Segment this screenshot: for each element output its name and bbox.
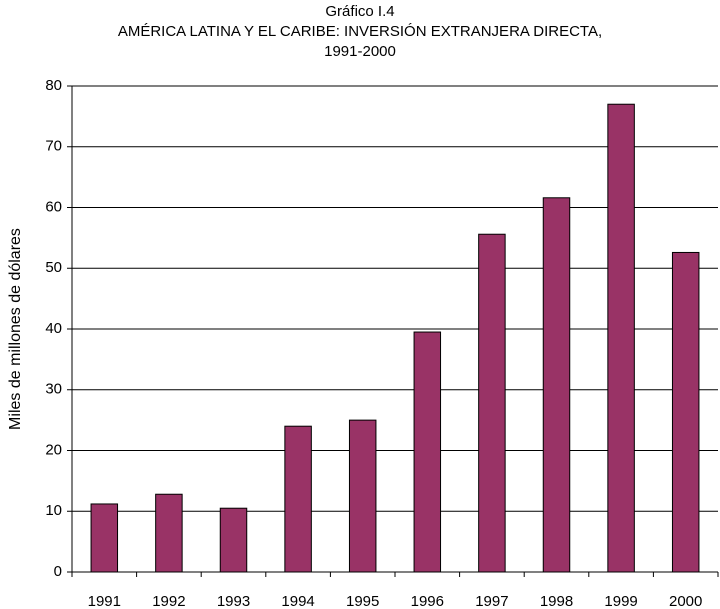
x-tick-label: 1995 <box>346 593 379 609</box>
y-tick-label: 80 <box>45 77 62 94</box>
y-axis-label: Miles de millones de dólares <box>7 228 24 430</box>
x-tick-label: 1999 <box>604 593 637 609</box>
chart-title: Gráfico I.4 <box>325 3 394 20</box>
y-tick-label: 40 <box>45 320 62 337</box>
bar <box>413 331 442 573</box>
x-tick-label: 1992 <box>152 593 185 609</box>
bar <box>542 197 571 573</box>
x-tick-label: 1994 <box>281 593 314 609</box>
bar <box>155 493 183 573</box>
chart-title: 1991-2000 <box>324 43 396 60</box>
x-tick-label: 1998 <box>540 593 573 609</box>
y-tick-label: 20 <box>45 441 62 458</box>
bar <box>284 425 312 573</box>
y-tick-label: 50 <box>45 259 62 276</box>
y-tick-label: 0 <box>54 563 62 580</box>
x-tick-label: 1993 <box>217 593 250 609</box>
x-tick-label: 1997 <box>475 593 508 609</box>
x-tick-label: 1996 <box>411 593 444 609</box>
bar <box>348 419 377 573</box>
bar <box>90 503 119 573</box>
bar <box>219 507 248 573</box>
bar <box>478 233 506 573</box>
y-tick-label: 10 <box>45 502 62 519</box>
y-tick-label: 30 <box>45 381 62 398</box>
chart-title: AMÉRICA LATINA Y EL CARIBE: INVERSIÓN EX… <box>118 23 602 40</box>
y-tick-label: 70 <box>45 138 62 155</box>
bar <box>671 251 700 573</box>
x-tick-label: 2000 <box>669 593 702 609</box>
x-tick-label: 1991 <box>88 593 121 609</box>
bar <box>607 103 635 573</box>
y-tick-label: 60 <box>45 198 62 215</box>
